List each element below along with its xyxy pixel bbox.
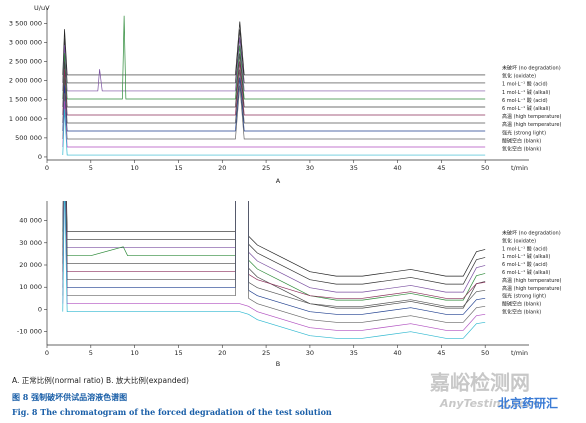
x-tick-label: 25 (262, 164, 270, 172)
x-tick-label: 35 (350, 164, 358, 172)
trace (62, 201, 486, 277)
watermark: 嘉峪检测网 (429, 371, 530, 395)
legend-label: 6 mol·L⁻¹ 酸 (acid) (502, 97, 548, 104)
trace (62, 201, 486, 301)
x-tick-label: 25 (262, 349, 270, 357)
y-tick-label: -10 000 (17, 328, 42, 336)
trace (62, 201, 486, 315)
watermark: 北京药研汇 (498, 396, 558, 411)
trace (62, 201, 486, 293)
legend-label: 6 mol·L⁻¹ 酸 (acid) (502, 261, 548, 268)
trace (62, 53, 486, 108)
x-tick-label: 0 (45, 164, 49, 172)
x-tick-label: 10 (130, 349, 138, 357)
legend-label: 未破坏 (no degradation) (502, 230, 561, 237)
legend-label: 酸碱空白 (blank) (502, 137, 541, 144)
trace (62, 21, 486, 76)
y-tick-label: 1 000 000 (9, 115, 42, 123)
chart-caption: B (276, 360, 280, 368)
trace (62, 109, 486, 156)
trace (62, 201, 486, 323)
figure-title-cn: 图 8 强制破坏供试品溶液色谱图 (12, 392, 127, 402)
trace (62, 201, 486, 331)
x-tick-label: 15 (174, 349, 182, 357)
legend-label: 高温 (high temperature) (502, 113, 561, 120)
trace (62, 201, 486, 309)
x-tick-label: 0 (45, 349, 49, 357)
x-tick-label: 30 (306, 164, 314, 172)
y-tick-label: 30 000 (19, 239, 42, 247)
legend-label: 强光 (strong light) (502, 293, 546, 300)
trace (62, 201, 486, 285)
y-tick-label: 1 500 000 (9, 96, 42, 104)
legend-label: 高温 (high temperature) (502, 277, 561, 284)
chart-caption: A (276, 177, 281, 185)
trace (62, 77, 486, 132)
legend-label: 1 mol·L⁻¹ 碱 (alkali) (502, 89, 550, 96)
trace (62, 85, 486, 140)
legend-label: 6 mol·L⁻¹ 碱 (alkali) (502, 105, 550, 112)
trace (62, 61, 486, 116)
x-tick-label: 5 (89, 164, 93, 172)
y-tick-label: 0 (38, 305, 42, 313)
x-tick-label: 35 (350, 349, 358, 357)
legend-label: 6 mol·L⁻¹ 碱 (alkali) (502, 269, 550, 276)
legend-label: 1 mol·L⁻¹ 酸 (acid) (502, 245, 548, 252)
x-tick-label: 20 (218, 164, 226, 172)
y-tick-label: 20 000 (19, 261, 42, 269)
legend-label: 强光 (strong light) (502, 129, 546, 136)
x-tick-label: 50 (481, 164, 489, 172)
figure-title-en: Fig. 8 The chromatogram of the forced de… (12, 407, 332, 417)
trace (62, 201, 486, 339)
x-tick-label: 30 (306, 349, 314, 357)
y-tick-label: 0 (38, 153, 42, 161)
x-tick-label: 50 (481, 349, 489, 357)
x-axis-label: t/min (511, 349, 528, 357)
legend-label: 高温 (high temperature) (502, 285, 561, 292)
trace (62, 201, 486, 299)
trace (62, 69, 486, 124)
legend-label: 氧化 (oxidate) (502, 237, 536, 244)
y-tick-label: 3 500 000 (9, 19, 42, 27)
y-tick-label: 40 000 (19, 217, 42, 225)
y-tick-label: 2 500 000 (9, 58, 42, 66)
y-tick-label: 500 000 (15, 134, 42, 142)
trace (62, 37, 486, 92)
x-axis-label: t/min (511, 164, 528, 172)
y-tick-label: 2 000 000 (9, 77, 42, 85)
legend-label: 未破坏 (no degradation) (502, 65, 561, 72)
y-tick-label: 3 000 000 (9, 39, 42, 47)
x-tick-label: 5 (89, 349, 93, 357)
watermark: AnyTesting.com (439, 397, 538, 410)
x-tick-label: 40 (393, 164, 401, 172)
trace (62, 101, 486, 148)
trace (62, 15, 486, 100)
legend-label: 1 mol·L⁻¹ 碱 (alkali) (502, 253, 550, 260)
legend-label: 氧化空白 (blank) (502, 146, 541, 153)
trace (62, 29, 486, 84)
x-tick-label: 20 (218, 349, 226, 357)
legend-label: 高温 (high temperature) (502, 121, 561, 128)
y-tick-label: 10 000 (19, 283, 42, 291)
x-tick-label: 45 (437, 349, 445, 357)
trace (62, 201, 486, 307)
legend-label: 酸碱空白 (blank) (502, 301, 541, 308)
x-tick-label: 45 (437, 164, 445, 172)
legend-label: 氧化 (oxidate) (502, 73, 536, 80)
x-tick-label: 15 (174, 164, 182, 172)
legend-label: 1 mol·L⁻¹ 酸 (acid) (502, 81, 548, 88)
legend-label: 氧化空白 (blank) (502, 309, 541, 316)
x-tick-label: 10 (130, 164, 138, 172)
figure-note: A. 正常比例(normal ratio) B. 放大比例(expanded) (12, 375, 189, 385)
x-tick-label: 40 (393, 349, 401, 357)
y-axis-label: U/uV (34, 4, 50, 12)
